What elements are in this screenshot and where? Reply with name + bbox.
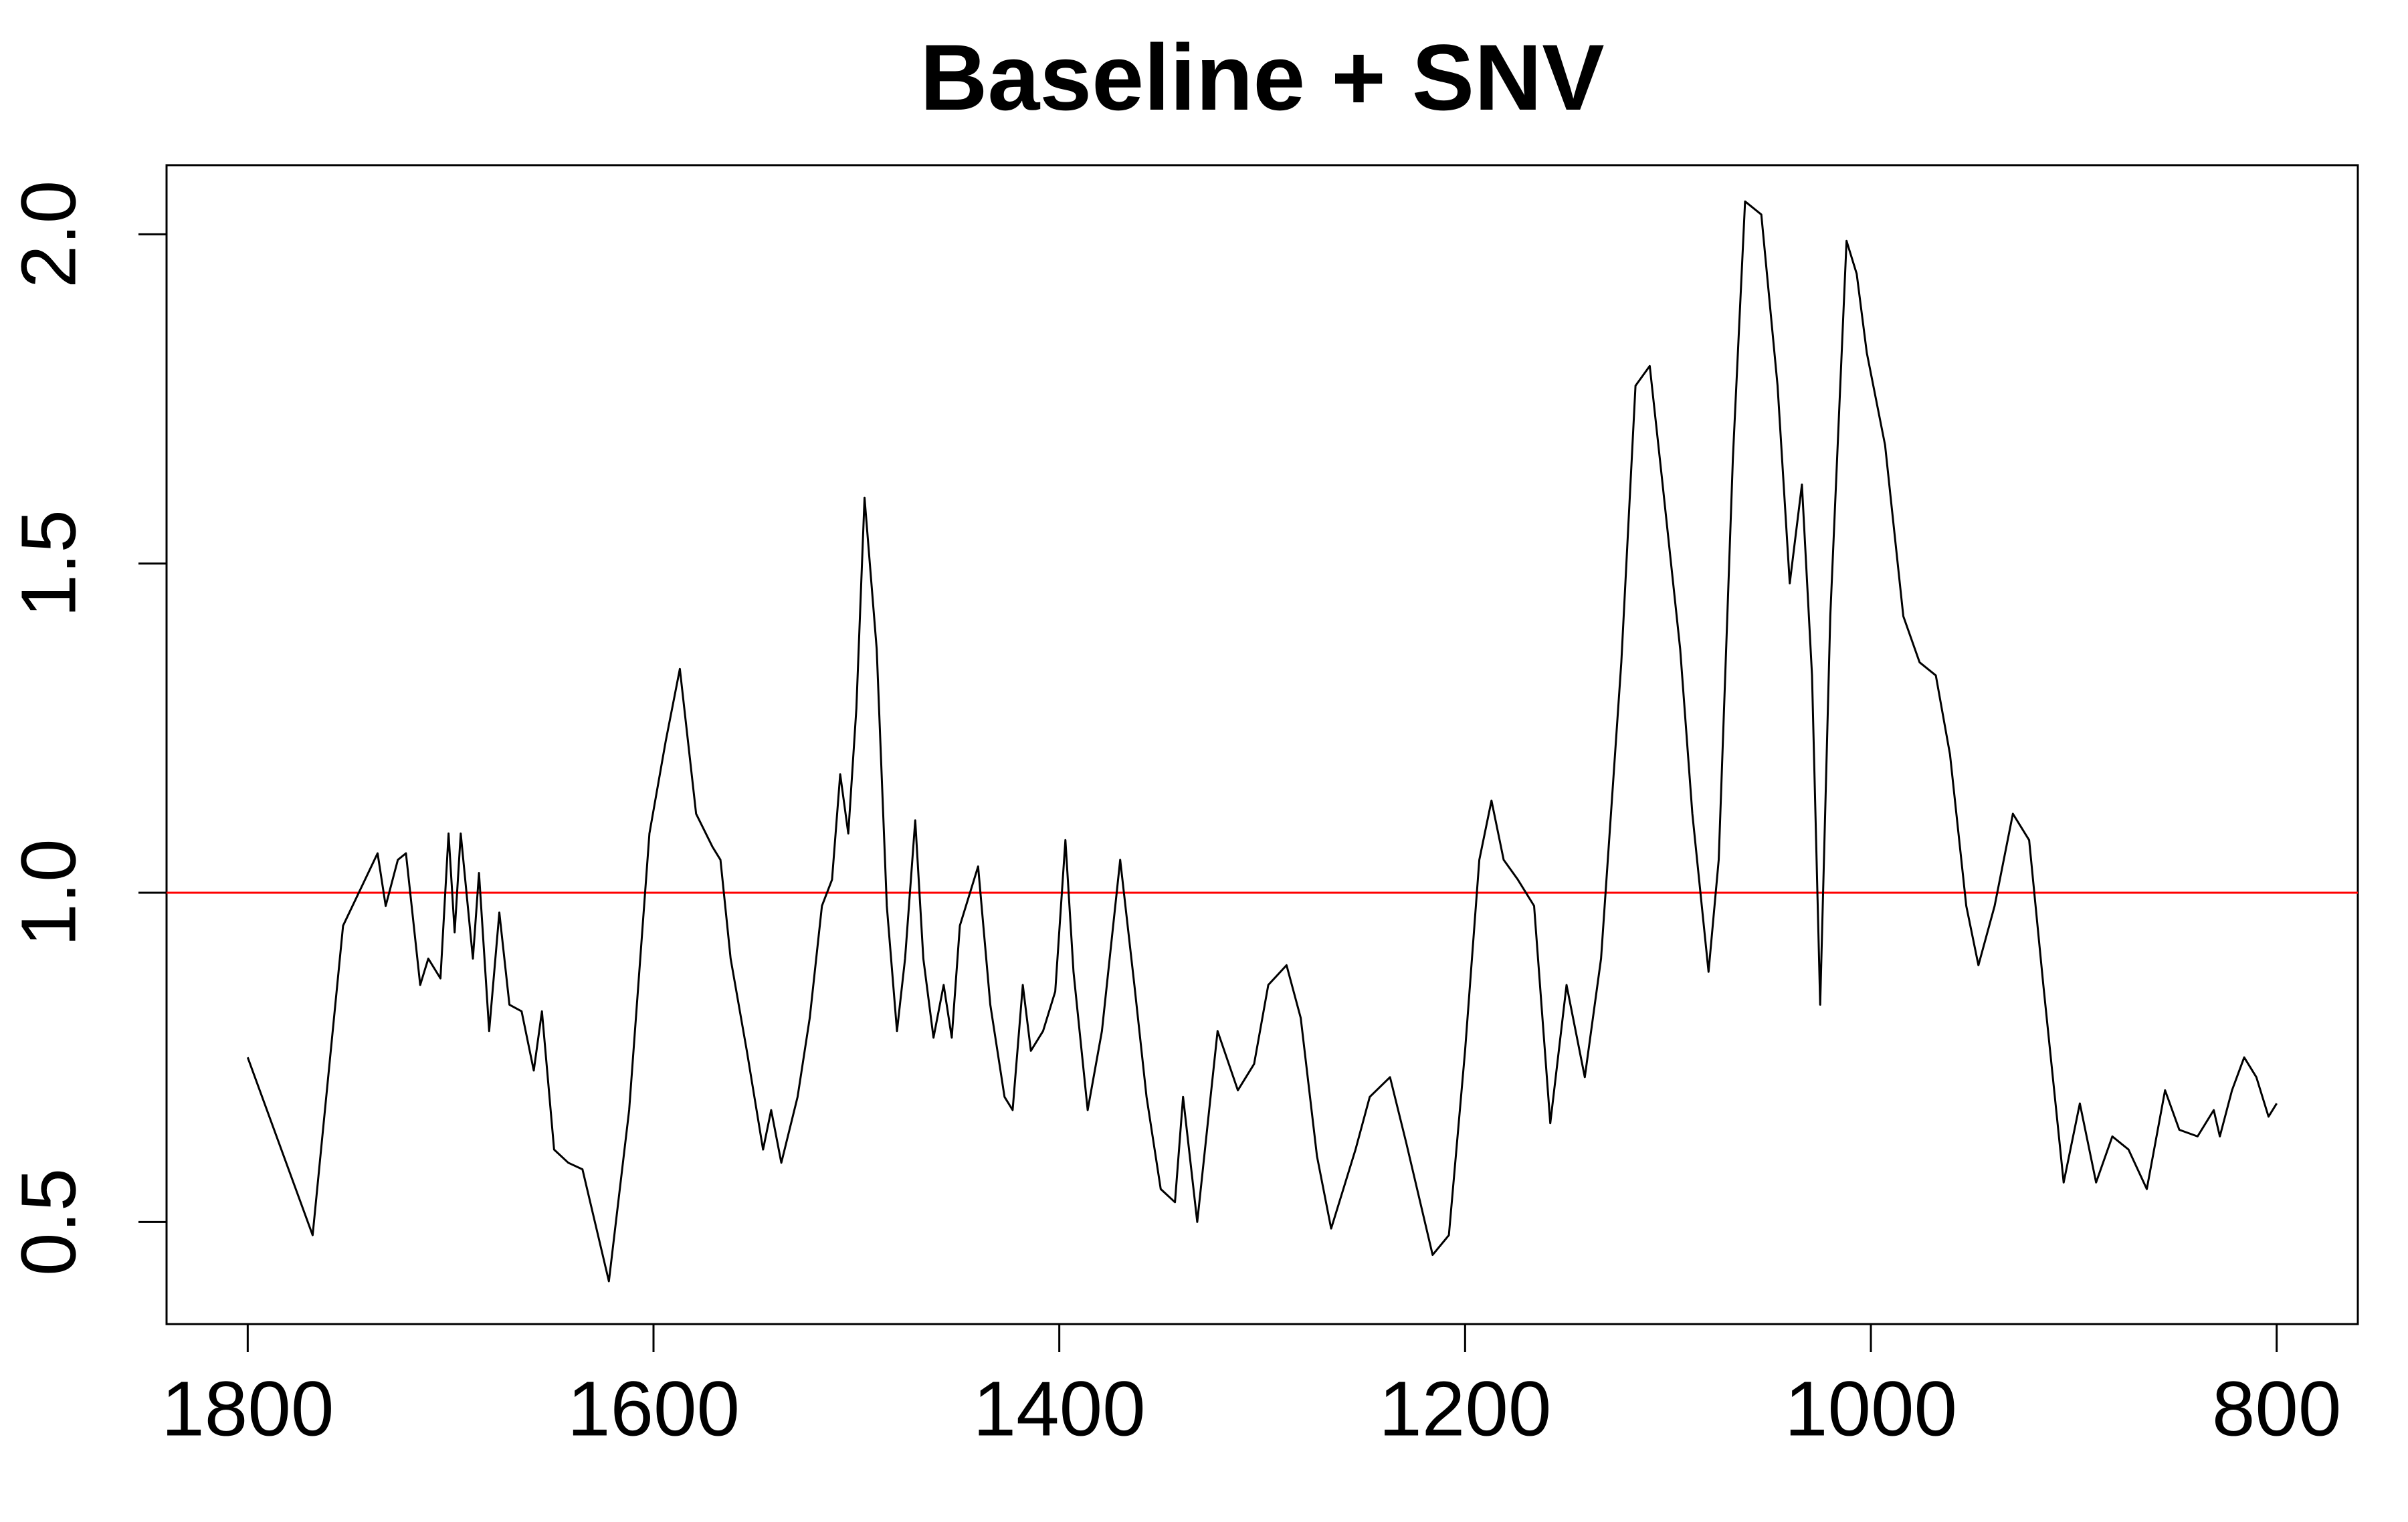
chart-title: Baseline + SNV	[920, 25, 1604, 130]
data-line	[246, 200, 2278, 1283]
x-tick-label: 1400	[973, 1366, 1146, 1452]
y-tick-label: 2.0	[5, 181, 92, 288]
x-tick-label: 1800	[161, 1366, 334, 1452]
y-tick-label: 1.5	[5, 510, 92, 617]
x-tick-label: 800	[2212, 1366, 2342, 1452]
y-tick-label: 1.0	[5, 839, 92, 946]
plot-frame	[165, 164, 2359, 1325]
x-tick-label: 1600	[567, 1366, 740, 1452]
x-tick-label: 1000	[1785, 1366, 1957, 1452]
x-tick-label: 1200	[1379, 1366, 1551, 1452]
y-tick-label: 0.5	[5, 1168, 92, 1276]
